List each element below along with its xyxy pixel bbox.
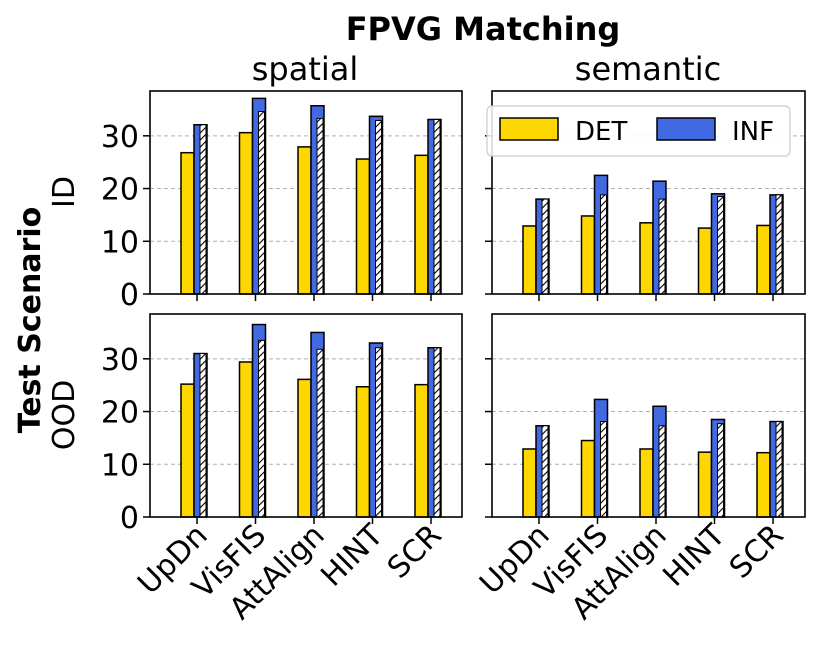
legend-label-det: DET: [575, 117, 627, 147]
y-tick-label: 10: [101, 225, 139, 260]
panel-ood-semantic: [485, 313, 806, 524]
bar-det-visfis: [238, 131, 254, 295]
bar-inf-hatched-attalign: [658, 425, 666, 518]
bar-inf-hatched-visfis: [600, 194, 607, 295]
y-tick-label: 0: [120, 278, 139, 313]
x-label-scr: SCR: [381, 518, 449, 586]
y-tick-label: 10: [101, 448, 139, 483]
panel-frame: [491, 313, 806, 518]
panel-ood-spatial: 0 10 20 30: [101, 313, 463, 536]
bar-inf-hatched-updn: [199, 353, 207, 518]
bar-det-scr: [414, 383, 429, 518]
panel-frame: [149, 313, 463, 518]
bar-inf-hatched-attalign: [316, 117, 324, 295]
bar-inf-hatched-scr: [433, 118, 441, 295]
bar-inf-hatched-updn: [541, 425, 549, 518]
bar-inf-hatched-hint: [717, 195, 724, 295]
bar-inf-hatched-hint: [375, 347, 382, 518]
legend-label-inf: INF: [732, 117, 774, 147]
x-label-hint: HINT: [656, 517, 732, 593]
bar-inf-hatched-hint: [375, 120, 382, 295]
bar-inf-hatched-updn: [541, 198, 549, 295]
legend-swatch-det: [499, 117, 559, 141]
bar-det-scr: [414, 154, 429, 295]
bar-inf-hatched-attalign: [316, 348, 324, 518]
bar-det-hint: [355, 158, 371, 295]
bar-det-scr: [756, 224, 771, 295]
y-tick-label: 20: [101, 173, 139, 208]
bar-det-visfis: [580, 439, 596, 518]
bar-det-updn: [522, 448, 537, 518]
x-label-scr: SCR: [723, 518, 791, 586]
bar-det-attalign: [297, 146, 312, 295]
bar-det-hint: [697, 451, 713, 518]
bar-det-updn: [522, 225, 537, 295]
bar-inf-hatched-visfis: [258, 111, 265, 295]
row-label-id: ID: [47, 176, 82, 208]
bar-det-updn: [180, 151, 195, 295]
bar-det-attalign: [639, 222, 654, 295]
y-tick-label: 30: [101, 120, 139, 155]
bar-inf-hatched-scr: [775, 194, 783, 295]
bar-det-attalign: [639, 448, 654, 518]
bar-inf-hatched-attalign: [658, 198, 666, 295]
bar-inf-hatched-scr: [433, 347, 441, 518]
column-title-semantic: semantic: [575, 50, 721, 88]
bar-inf-hatched-visfis: [600, 421, 607, 518]
legend-swatch-inf: [656, 117, 716, 141]
bar-det-updn: [180, 383, 195, 518]
bar-inf-hatched-updn: [199, 124, 207, 295]
column-title-spatial: spatial: [252, 50, 359, 88]
panel-frame: [149, 90, 463, 295]
bar-inf-hatched-hint: [717, 423, 724, 518]
bar-det-attalign: [297, 378, 312, 518]
bar-inf-hatched-scr: [775, 421, 783, 518]
bar-det-visfis: [580, 215, 596, 295]
x-label-hint: HINT: [314, 517, 390, 593]
y-tick-label: 20: [101, 396, 139, 431]
bar-det-scr: [756, 451, 771, 518]
bar-det-hint: [355, 386, 371, 518]
chart-title: FPVG Matching: [346, 10, 621, 48]
panel-frame: [491, 90, 806, 295]
row-label-ood: OOD: [47, 380, 82, 450]
bar-inf-hatched-visfis: [258, 339, 265, 518]
row-super-label: Test Scenario: [13, 207, 48, 434]
y-tick-label: 30: [101, 343, 139, 378]
panel-id-spatial: 0 10 20 30: [101, 90, 463, 313]
y-tick-label: 0: [120, 501, 139, 536]
bar-det-visfis: [238, 361, 254, 518]
bar-det-hint: [697, 227, 713, 295]
